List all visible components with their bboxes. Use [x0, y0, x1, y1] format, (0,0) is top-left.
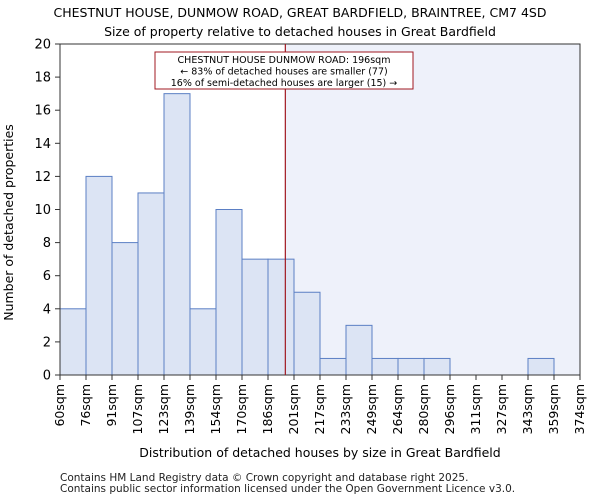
x-tick-label: 201sqm: [286, 384, 301, 434]
histogram-bar: [527, 357, 555, 376]
y-tick-label: 20: [34, 38, 51, 53]
histogram-bar: [345, 324, 373, 376]
x-tick-label: 249sqm: [364, 384, 379, 434]
histogram-bar: [319, 357, 347, 376]
y-tick-label: 8: [43, 236, 51, 251]
x-tick-label: 91sqm: [104, 384, 119, 427]
x-tick-label: 60sqm: [52, 384, 67, 427]
histogram-bar: [293, 291, 321, 376]
y-tick-label: 4: [43, 302, 51, 317]
x-tick-label: 296sqm: [442, 384, 457, 434]
x-tick-label: 343sqm: [520, 384, 535, 434]
y-tick-label: 16: [34, 104, 51, 119]
x-tick-label: 359sqm: [546, 384, 561, 434]
y-tick-label: 2: [43, 335, 51, 350]
histogram-bar: [423, 357, 451, 376]
histogram-bar: [215, 209, 243, 376]
y-axis-label: Number of detached properties: [1, 124, 16, 321]
annotation-line-3: 16% of semi-detached houses are larger (…: [171, 78, 398, 89]
x-tick-label: 107sqm: [130, 384, 145, 434]
attribution-line-1: Contains HM Land Registry data © Crown c…: [60, 472, 469, 484]
histogram-bar: [59, 308, 87, 376]
chart-title-block: CHESTNUT HOUSE, DUNMOW ROAD, GREAT BARDF…: [0, 3, 600, 41]
y-tick-label: 6: [43, 269, 51, 284]
x-tick-label: 154sqm: [208, 384, 223, 434]
y-tick-label: 18: [34, 71, 51, 86]
y-tick-label: 14: [34, 137, 51, 152]
x-tick-label: 123sqm: [156, 384, 171, 434]
histogram-bar: [267, 258, 295, 376]
x-tick-label: 186sqm: [260, 384, 275, 434]
x-tick-label: 280sqm: [416, 384, 431, 434]
x-tick-label: 217sqm: [312, 384, 327, 434]
y-tick-label: 10: [34, 203, 51, 218]
histogram-bar: [111, 242, 139, 376]
x-tick-label: 311sqm: [468, 384, 483, 434]
x-tick-label: 264sqm: [390, 384, 405, 434]
annotation-line-2: ← 83% of detached houses are smaller (77…: [180, 67, 387, 78]
x-tick-label: 170sqm: [234, 384, 249, 434]
y-tick-label: 12: [34, 170, 51, 185]
annotation-line-1: CHESTNUT HOUSE DUNMOW ROAD: 196sqm: [178, 55, 391, 66]
attribution-line-2: Contains public sector information licen…: [60, 483, 516, 495]
x-tick-label: 139sqm: [182, 384, 197, 434]
histogram-bar: [397, 357, 425, 376]
annotation-box: [154, 51, 414, 90]
x-tick-label: 327sqm: [494, 384, 509, 434]
x-tick-label: 76sqm: [78, 384, 93, 427]
histogram-bar: [163, 93, 191, 376]
histogram-bar: [241, 258, 269, 376]
attribution-footer: Contains HM Land Registry data © Crown c…: [60, 473, 515, 495]
x-tick-label: 233sqm: [338, 384, 353, 434]
histogram-bar: [371, 357, 399, 376]
chart-title: CHESTNUT HOUSE, DUNMOW ROAD, GREAT BARDF…: [53, 5, 547, 20]
histogram-bar: [137, 192, 165, 376]
x-axis-label: Distribution of detached houses by size …: [139, 445, 500, 460]
right-shaded-region: [285, 44, 580, 375]
y-tick-label: 0: [43, 369, 51, 384]
histogram-bar: [189, 308, 217, 376]
chart-subtitle: Size of property relative to detached ho…: [104, 24, 496, 39]
x-tick-label: 374sqm: [572, 384, 587, 434]
histogram-bar: [85, 175, 113, 376]
